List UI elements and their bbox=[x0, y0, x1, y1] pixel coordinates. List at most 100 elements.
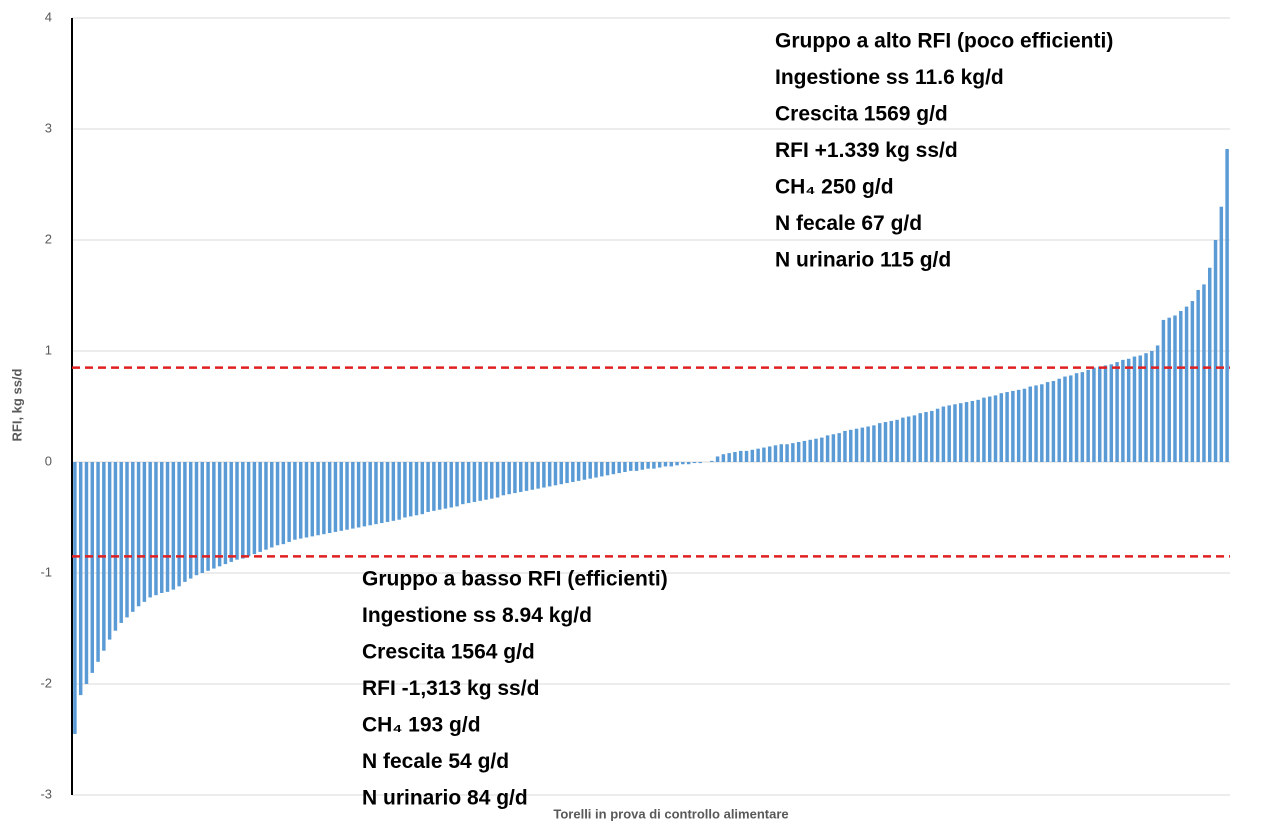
bar bbox=[1086, 369, 1090, 462]
bar bbox=[831, 434, 836, 462]
bar bbox=[1069, 375, 1073, 462]
annotation-line: N urinario 84 g/d bbox=[362, 787, 528, 810]
bar bbox=[437, 462, 442, 510]
bar bbox=[553, 462, 558, 486]
bar bbox=[96, 462, 100, 662]
bar bbox=[611, 462, 616, 475]
bar bbox=[1016, 389, 1021, 462]
bar bbox=[843, 430, 847, 462]
bar bbox=[733, 452, 737, 462]
bar bbox=[530, 462, 535, 490]
bar bbox=[698, 462, 702, 464]
bar bbox=[854, 428, 859, 462]
bar bbox=[252, 462, 257, 555]
bar bbox=[906, 416, 911, 462]
bar bbox=[385, 462, 390, 522]
bar bbox=[582, 462, 587, 480]
bar bbox=[947, 405, 951, 462]
bar bbox=[212, 462, 216, 569]
bar bbox=[692, 462, 697, 464]
bar bbox=[1121, 359, 1125, 462]
bar bbox=[663, 462, 668, 467]
bar bbox=[999, 393, 1004, 462]
bar bbox=[796, 442, 801, 462]
bar bbox=[1173, 315, 1177, 462]
bar bbox=[408, 462, 413, 517]
bar bbox=[634, 462, 639, 471]
bar bbox=[617, 462, 621, 474]
bar bbox=[1167, 317, 1171, 462]
bar bbox=[362, 462, 367, 527]
y-axis-label: RFI, kg ss/d bbox=[9, 368, 24, 441]
bar bbox=[443, 462, 448, 509]
bar bbox=[322, 462, 326, 535]
bar bbox=[877, 423, 882, 462]
bar bbox=[1057, 378, 1061, 462]
bar bbox=[987, 396, 992, 462]
bar bbox=[403, 462, 407, 518]
bar bbox=[217, 462, 222, 567]
bar bbox=[177, 462, 181, 587]
bar bbox=[264, 462, 268, 550]
bar bbox=[478, 462, 482, 501]
bar bbox=[1051, 380, 1056, 462]
bar bbox=[993, 395, 998, 462]
bar bbox=[188, 462, 193, 579]
annotation-line: N fecale 54 g/d bbox=[362, 750, 509, 773]
bar bbox=[1097, 366, 1102, 462]
bar bbox=[356, 462, 361, 528]
bar bbox=[1074, 373, 1079, 462]
bar bbox=[721, 454, 726, 462]
bar bbox=[791, 443, 795, 462]
bar bbox=[571, 462, 575, 482]
bar bbox=[1092, 367, 1096, 462]
bar bbox=[380, 462, 384, 524]
bar bbox=[524, 462, 529, 491]
bar bbox=[976, 399, 980, 462]
bar bbox=[930, 410, 934, 462]
bar bbox=[1063, 376, 1067, 462]
bar bbox=[270, 462, 274, 548]
bar bbox=[657, 462, 662, 468]
bar bbox=[449, 462, 453, 508]
y-tick-label: 4 bbox=[45, 9, 52, 24]
bar bbox=[165, 462, 170, 592]
y-tick-label: 0 bbox=[45, 453, 52, 468]
bar bbox=[669, 462, 674, 467]
bar bbox=[825, 435, 830, 462]
bar bbox=[1219, 206, 1224, 462]
bar bbox=[316, 462, 320, 536]
bar bbox=[1034, 385, 1038, 462]
bar bbox=[281, 462, 286, 545]
bar bbox=[513, 462, 517, 494]
bar bbox=[420, 462, 425, 515]
bar bbox=[397, 462, 401, 520]
bar bbox=[959, 403, 963, 462]
bar bbox=[518, 462, 523, 492]
bar bbox=[1150, 351, 1154, 462]
bar bbox=[327, 462, 332, 534]
y-tick-label: -1 bbox=[40, 564, 52, 579]
bar bbox=[495, 462, 500, 498]
bar bbox=[351, 462, 355, 529]
bar bbox=[432, 462, 436, 511]
bar bbox=[675, 462, 679, 466]
bar bbox=[883, 422, 888, 462]
bar bbox=[391, 462, 396, 521]
bar bbox=[750, 449, 755, 462]
bar bbox=[820, 437, 824, 462]
annotation-line: Crescita 1564 g/d bbox=[362, 641, 535, 664]
annotation-line: Ingestione ss 11.6 kg/d bbox=[775, 66, 1004, 89]
bar bbox=[1109, 364, 1114, 462]
bar bbox=[901, 417, 905, 462]
bar bbox=[935, 408, 940, 462]
bar bbox=[293, 462, 297, 540]
bar bbox=[183, 462, 187, 582]
annotation-line: Ingestione ss 8.94 kg/d bbox=[362, 604, 592, 627]
bar bbox=[148, 462, 152, 598]
bar bbox=[235, 462, 239, 560]
bar bbox=[547, 462, 552, 487]
bar bbox=[576, 462, 581, 481]
bar bbox=[681, 462, 685, 465]
bar bbox=[1080, 372, 1085, 462]
